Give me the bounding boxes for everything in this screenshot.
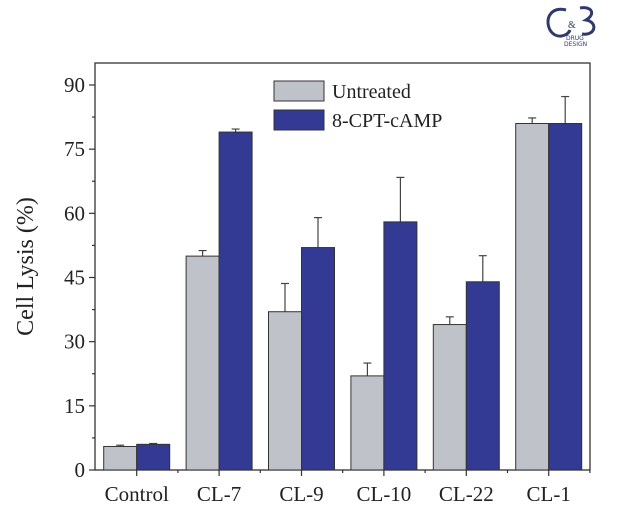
- y-axis-label: Cell Lysis (%): [13, 197, 39, 336]
- legend-swatch-0: [273, 80, 325, 102]
- x-tick-label: CL-9: [279, 482, 323, 506]
- x-tick-label: Control: [105, 482, 169, 506]
- legend-label-0: Untreated: [332, 81, 411, 103]
- legend-label-1: 8-CPT-cAMP: [332, 110, 442, 132]
- bar-CL-7-8-CPT-cAMP: [218, 131, 253, 471]
- y-tick-label: 75: [64, 137, 85, 161]
- bar-CL-9-8-CPT-cAMP: [301, 247, 335, 471]
- svg-text:&: &: [568, 20, 576, 31]
- y-tick-label: 45: [64, 266, 85, 290]
- x-tick-label: CL-10: [356, 482, 411, 506]
- x-tick-label: CL-7: [197, 482, 241, 506]
- y-tick-label: 15: [64, 394, 85, 418]
- svg-text:DESIGN: DESIGN: [564, 41, 587, 48]
- bar-CL-7-Untreated: [185, 255, 220, 471]
- bar-CL-1-Untreated: [515, 123, 550, 471]
- bar-CL-22-8-CPT-cAMP: [465, 281, 500, 471]
- y-tick-label: 90: [64, 73, 85, 97]
- bar-CL-9-Untreated: [268, 311, 302, 471]
- x-tick-label: CL-22: [439, 482, 494, 506]
- x-tick-label: CL-1: [527, 482, 571, 506]
- y-tick-label: 0: [75, 458, 86, 482]
- y-tick-label: 30: [64, 330, 85, 354]
- bar-CL-10-Untreated: [350, 375, 385, 471]
- logo-cb-drug-design: & DRUG DESIGN: [546, 6, 596, 48]
- y-tick-label: 60: [64, 201, 85, 225]
- bar-Control-Untreated: [103, 445, 138, 471]
- bar-Control-8-CPT-cAMP: [136, 443, 171, 471]
- bar-CL-10-8-CPT-cAMP: [383, 221, 418, 471]
- bar-CL-1-8-CPT-cAMP: [548, 123, 583, 471]
- legend-swatch-1: [273, 109, 325, 131]
- svg-text:DRUG: DRUG: [566, 35, 584, 42]
- bar-CL-22-Untreated: [432, 324, 467, 471]
